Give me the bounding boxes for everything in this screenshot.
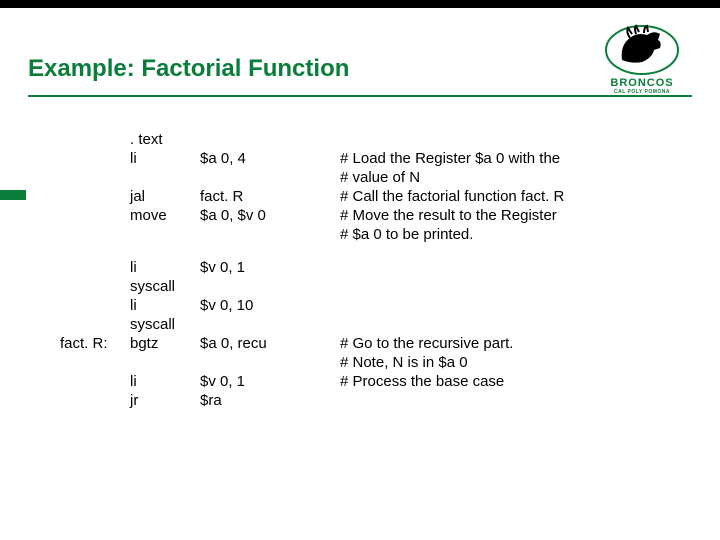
code-instr (130, 168, 200, 187)
code-instr: jr (130, 391, 200, 410)
code-args: $a 0, recu (200, 334, 340, 353)
code-label (60, 187, 130, 206)
code-comment: # $a 0 to be printed. (340, 225, 564, 244)
code-row: . text (60, 130, 564, 149)
code-comment: # Process the base case (340, 372, 564, 391)
code-instr (130, 353, 200, 372)
code-comment: # Load the Register $a 0 with the (340, 149, 564, 168)
slide-title: Example: Factorial Function (28, 55, 349, 83)
code-args (200, 225, 340, 244)
code-label (60, 168, 130, 187)
code-label (60, 225, 130, 244)
code-label (60, 372, 130, 391)
top-bar (0, 0, 720, 8)
code-args (200, 168, 340, 187)
code-args: $ra (200, 391, 340, 410)
code-label (60, 353, 130, 372)
code-row: syscall (60, 277, 564, 296)
code-row: li$v 0, 10 (60, 296, 564, 315)
code-args (200, 277, 340, 296)
code-label (60, 315, 130, 334)
code-row: # $a 0 to be printed. (60, 225, 564, 244)
code-instr: jal (130, 187, 200, 206)
side-accent-bar (0, 190, 26, 200)
code-row: jr$ra (60, 391, 564, 410)
code-instr (130, 225, 200, 244)
code-row: fact. R:bgtz$a 0, recu# Go to the recurs… (60, 334, 564, 353)
code-instr: bgtz (130, 334, 200, 353)
code-content: . textli$a 0, 4# Load the Register $a 0 … (60, 130, 690, 410)
code-comment: # Call the factorial function fact. R (340, 187, 564, 206)
code-comment: # Go to the recursive part. (340, 334, 564, 353)
code-label (60, 149, 130, 168)
code-label (60, 130, 130, 149)
code-comment: # Move the result to the Register (340, 206, 564, 225)
code-instr: li (130, 149, 200, 168)
slide-header: Example: Factorial Function (28, 55, 692, 97)
code-comment: # value of N (340, 168, 564, 187)
code-instr: syscall (130, 277, 200, 296)
code-args: $v 0, 10 (200, 296, 340, 315)
code-row: jalfact. R# Call the factorial function … (60, 187, 564, 206)
code-args (200, 353, 340, 372)
code-comment (340, 296, 564, 315)
code-label (60, 277, 130, 296)
code-instr: li (130, 296, 200, 315)
code-instr: li (130, 258, 200, 277)
code-comment (340, 315, 564, 334)
code-row: # Note, N is in $a 0 (60, 353, 564, 372)
code-comment (340, 258, 564, 277)
code-instr: . text (130, 130, 200, 149)
code-label (60, 206, 130, 225)
code-args: $a 0, $v 0 (200, 206, 340, 225)
code-row: move$a 0, $v 0# Move the result to the R… (60, 206, 564, 225)
code-comment (340, 391, 564, 410)
code-label (60, 391, 130, 410)
code-table: . textli$a 0, 4# Load the Register $a 0 … (60, 130, 564, 410)
code-label (60, 258, 130, 277)
code-args: $v 0, 1 (200, 372, 340, 391)
code-args (200, 315, 340, 334)
code-instr: move (130, 206, 200, 225)
code-args: $a 0, 4 (200, 149, 340, 168)
code-comment (340, 277, 564, 296)
code-label (60, 296, 130, 315)
code-instr: syscall (130, 315, 200, 334)
code-row: li$a 0, 4# Load the Register $a 0 with t… (60, 149, 564, 168)
code-row (60, 244, 564, 258)
code-row: # value of N (60, 168, 564, 187)
code-args (200, 130, 340, 149)
code-comment: # Note, N is in $a 0 (340, 353, 564, 372)
code-label: fact. R: (60, 334, 130, 353)
code-args: $v 0, 1 (200, 258, 340, 277)
code-row: li$v 0, 1 (60, 258, 564, 277)
code-row: syscall (60, 315, 564, 334)
code-args: fact. R (200, 187, 340, 206)
code-row: li$v 0, 1# Process the base case (60, 372, 564, 391)
code-instr: li (130, 372, 200, 391)
code-comment (340, 130, 564, 149)
